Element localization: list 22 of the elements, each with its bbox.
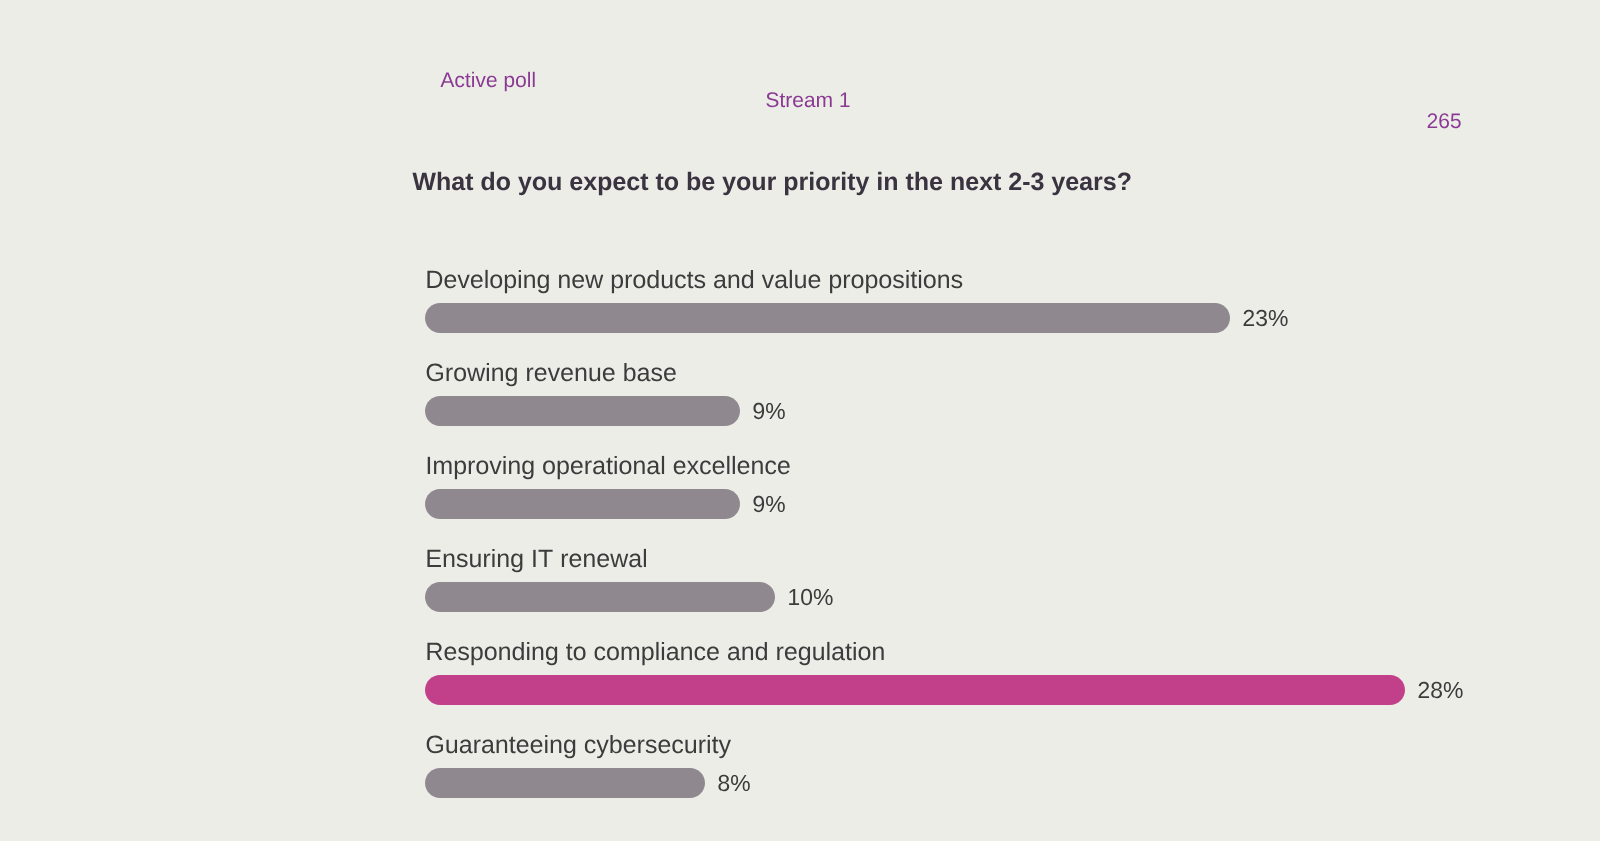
text: Active poll bbox=[440, 71, 535, 92]
bar bbox=[425, 489, 741, 520]
text: 265 bbox=[1427, 113, 1461, 129]
y-tick-label: Responding to compliance and regulation bbox=[427, 641, 884, 666]
bar bbox=[425, 768, 705, 799]
y-tick-label: Developing new products and value propositions bbox=[427, 269, 963, 294]
data-label: 10% bbox=[789, 588, 833, 606]
y-tick-label: Ensuring IT renewal bbox=[427, 548, 647, 573]
bar bbox=[425, 303, 1231, 334]
data-label: 9% bbox=[753, 495, 785, 513]
data-label: 8% bbox=[718, 774, 750, 792]
data-label: 9% bbox=[753, 402, 785, 420]
y-tick-label: Improving operational excellence bbox=[427, 455, 790, 480]
bar bbox=[425, 396, 741, 426]
text: Stream 1 bbox=[766, 92, 850, 108]
y-tick-label: Guaranteeing cybersecurity bbox=[426, 734, 731, 759]
bar bbox=[425, 582, 776, 612]
y-tick-label: Growing revenue base bbox=[426, 362, 676, 387]
bar bbox=[425, 675, 1406, 706]
chart-title: What do you expect to be your priority in the next 2-3 years? bbox=[412, 171, 1131, 196]
data-label: 23% bbox=[1243, 309, 1288, 327]
data-label: 28% bbox=[1418, 681, 1463, 699]
